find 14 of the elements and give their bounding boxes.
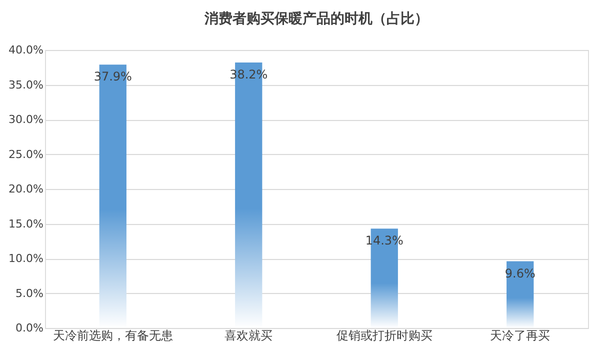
y-tick-label: 20.0%	[8, 182, 44, 196]
x-tick-label: 天冷前选购，有备无患	[52, 328, 173, 342]
y-tick-label: 10.0%	[8, 252, 44, 265]
y-tick-label: 5.0%	[16, 286, 44, 300]
y-tick-label: 30.0%	[8, 113, 44, 126]
y-tick-label: 0.0%	[16, 322, 44, 334]
y-tick-label: 25.0%	[8, 148, 44, 161]
x-tick-label: 喜欢就买	[224, 328, 273, 342]
x-tick-label: 促销或打折时购买	[336, 328, 432, 342]
chart-title: 消费者购买保暖产品的时机（占比）	[204, 10, 428, 27]
y-tick-label: 35.0%	[8, 78, 44, 92]
x-tick-label: 天冷了再买	[490, 328, 550, 342]
y-tick-label: 15.0%	[8, 217, 44, 230]
y-tick-label: 40.0%	[8, 44, 44, 56]
